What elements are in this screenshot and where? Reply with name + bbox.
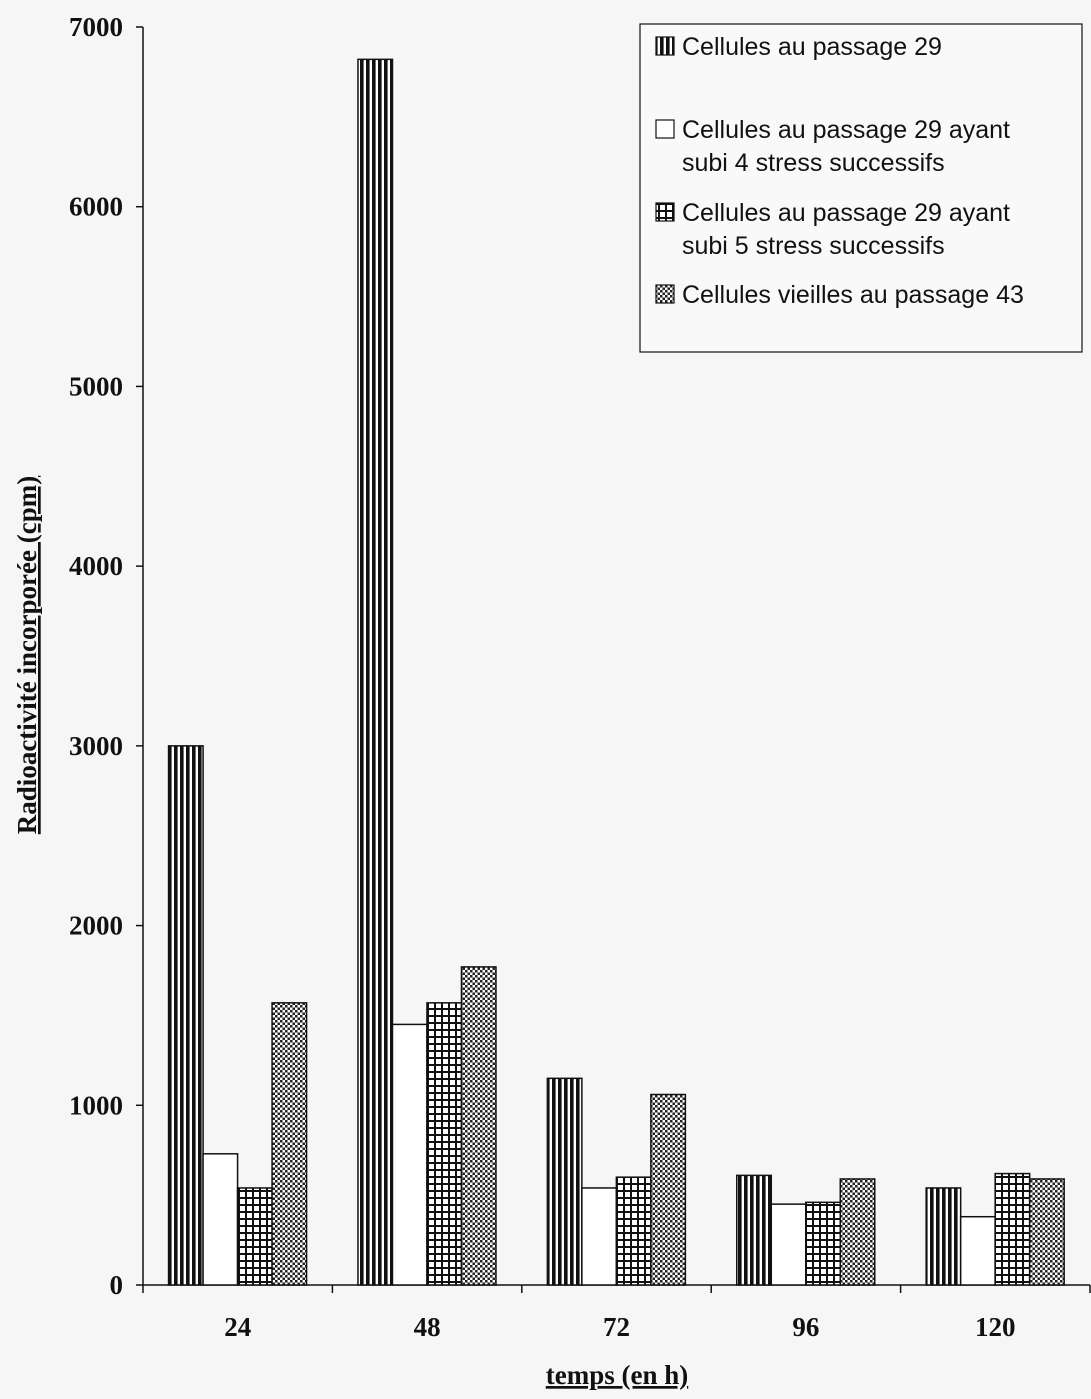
bar-cellules-au-passage-29-ayant-subi-4-stress-successifs-72 — [581, 1187, 618, 1286]
y-tick-label: 1000 — [69, 1090, 123, 1120]
y-axis-title: Radioactivité incorporée (cpm) — [12, 476, 42, 834]
bar-cellules-au-passage-29-ayant-subi-5-stress-successifs-24 — [236, 1187, 273, 1286]
legend-label-passage-29: Cellules au passage 29 — [682, 33, 942, 61]
legend-box — [639, 23, 1083, 353]
x-tick-label: 72 — [603, 1312, 630, 1342]
y-tick-label: 4000 — [69, 551, 123, 581]
y-tick-label: 2000 — [69, 911, 123, 941]
legend-swatch-5-stress — [655, 202, 675, 222]
tick-labels: 0 1000 2000 3000 4000 5000 6000 7000 24 48 72 96 120 — [69, 12, 1016, 1342]
bar-cellules-au-passage-29-ayant-subi-5-stress-successifs-120 — [994, 1172, 1031, 1286]
x-tick-label: 48 — [414, 1312, 441, 1342]
x-tick-label: 24 — [224, 1312, 251, 1342]
bar-cellules-au-passage-29-48 — [357, 58, 394, 1286]
legend-label-4-stress: Cellules au passage 29 ayant subi 4 stres… — [682, 116, 1010, 177]
bar-cellules-au-passage-29-ayant-subi-4-stress-successifs-120 — [959, 1215, 996, 1286]
bar-cellules-vieilles-au-passage-43-96 — [839, 1178, 876, 1286]
bar-cellules-au-passage-29-ayant-subi-4-stress-successifs-24 — [202, 1153, 239, 1286]
x-tick-label: 120 — [975, 1312, 1016, 1342]
legend-swatch-passage-29 — [655, 36, 675, 56]
y-tick-label: 5000 — [69, 371, 123, 401]
bar-cellules-au-passage-29-120 — [925, 1187, 962, 1286]
legend-swatch-4-stress — [655, 119, 675, 139]
bar-cellules-vieilles-au-passage-43-72 — [650, 1093, 687, 1286]
bar-cellules-au-passage-29-ayant-subi-5-stress-successifs-96 — [805, 1201, 842, 1286]
bar-cellules-au-passage-29-ayant-subi-5-stress-successifs-48 — [426, 1002, 463, 1286]
bar-cellules-vieilles-au-passage-43-120 — [1028, 1178, 1065, 1286]
bars — [167, 58, 1065, 1286]
bar-cellules-au-passage-29-ayant-subi-5-stress-successifs-72 — [615, 1176, 652, 1286]
y-tick-label: 3000 — [69, 731, 123, 761]
legend-label-5-stress: Cellules au passage 29 ayant subi 5 stres… — [682, 199, 1010, 260]
y-tick-label: 6000 — [69, 192, 123, 222]
legend-label-passage-43: Cellules vieilles au passage 43 — [682, 281, 1024, 309]
bar-cellules-au-passage-29-96 — [736, 1174, 773, 1286]
bar-cellules-au-passage-29-24 — [167, 745, 204, 1286]
x-tick-label: 96 — [792, 1312, 819, 1342]
legend-swatch-passage-43 — [655, 284, 675, 304]
legend: Cellules au passage 29 Cellules au passa… — [639, 23, 1083, 353]
x-axis-title: temps (en h) — [546, 1360, 689, 1390]
y-tick-label: 7000 — [69, 12, 123, 42]
y-tick-label: 0 — [110, 1270, 124, 1300]
bar-cellules-vieilles-au-passage-43-48 — [460, 966, 497, 1286]
bar-cellules-vieilles-au-passage-43-24 — [271, 1002, 308, 1286]
bar-cellules-au-passage-29-ayant-subi-4-stress-successifs-96 — [770, 1203, 807, 1286]
bar-cellules-au-passage-29-72 — [546, 1077, 583, 1286]
bar-cellules-au-passage-29-ayant-subi-4-stress-successifs-48 — [391, 1023, 428, 1286]
